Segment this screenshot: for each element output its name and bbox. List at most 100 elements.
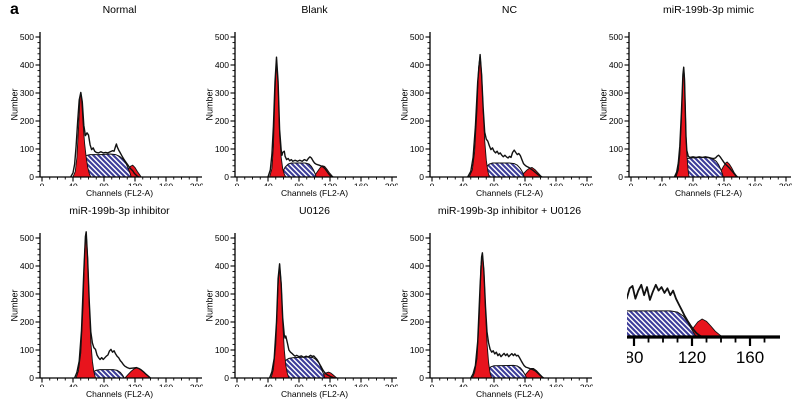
x-axis-label: Channels (FL2-A) bbox=[475, 188, 544, 198]
svg-text:500: 500 bbox=[20, 32, 34, 42]
svg-text:80: 80 bbox=[489, 383, 499, 388]
svg-text:40: 40 bbox=[68, 182, 78, 187]
panel-label: a bbox=[10, 1, 19, 18]
svg-text:400: 400 bbox=[215, 261, 229, 271]
svg-text:100: 100 bbox=[20, 144, 34, 154]
svg-text:200: 200 bbox=[190, 182, 203, 187]
svg-text:200: 200 bbox=[580, 182, 593, 187]
svg-text:0: 0 bbox=[235, 182, 240, 187]
svg-text:120: 120 bbox=[518, 182, 532, 187]
svg-text:120: 120 bbox=[128, 383, 142, 388]
plot-title: miR-199b-3p mimic bbox=[662, 4, 755, 16]
flow-histogram-normal: 0 40 80 120 160 200 0 100 200 300 400 500 bbox=[20, 32, 203, 187]
plot-title: Blank bbox=[301, 4, 328, 16]
svg-text:200: 200 bbox=[609, 116, 623, 126]
svg-text:300: 300 bbox=[20, 88, 34, 98]
y-axis-label: Number bbox=[9, 289, 20, 322]
plot-blank: Blank 0 40 80 120 160 200 0 100 200 300 400 500 Cha… bbox=[203, 0, 399, 200]
svg-text:40: 40 bbox=[68, 383, 78, 388]
plot-u0126: U0126 0 40 80 120 160 200 0 100 200 300 400 500 Cha… bbox=[203, 201, 399, 401]
flow-histogram-nc: 0 40 80 120 160 200 0 100 200 300 400 500 bbox=[410, 32, 593, 187]
plot-nc: NC 0 40 80 120 160 200 0 100 200 300 400 500 Channe… bbox=[398, 0, 594, 200]
svg-text:160: 160 bbox=[159, 182, 173, 187]
svg-text:200: 200 bbox=[190, 383, 203, 388]
svg-text:160: 160 bbox=[354, 182, 368, 187]
svg-text:120: 120 bbox=[678, 348, 706, 367]
svg-text:400: 400 bbox=[20, 60, 34, 70]
svg-text:400: 400 bbox=[609, 60, 623, 70]
svg-text:160: 160 bbox=[748, 182, 762, 187]
flow-histogram-inhibitor: 0 40 80 120 160 200 0 100 200 300 400 500 bbox=[20, 231, 203, 388]
svg-text:40: 40 bbox=[263, 182, 273, 187]
svg-text:200: 200 bbox=[385, 182, 398, 187]
svg-text:500: 500 bbox=[215, 233, 229, 243]
svg-text:0: 0 bbox=[224, 172, 229, 182]
svg-text:40: 40 bbox=[458, 182, 468, 187]
y-axis-label: Number bbox=[9, 88, 20, 121]
svg-text:80: 80 bbox=[99, 182, 109, 187]
plot-mimic: miR-199b-3p mimic 0 40 80 120 160 200 0 100 200 3… bbox=[597, 0, 793, 200]
inset-histogram-fragment: 80 120 160 bbox=[627, 283, 780, 367]
svg-text:160: 160 bbox=[159, 383, 173, 388]
svg-text:120: 120 bbox=[128, 182, 142, 187]
svg-text:300: 300 bbox=[410, 289, 424, 299]
svg-text:300: 300 bbox=[609, 88, 623, 98]
svg-text:0: 0 bbox=[224, 373, 229, 383]
svg-text:160: 160 bbox=[549, 383, 563, 388]
svg-text:40: 40 bbox=[657, 182, 667, 187]
svg-text:80: 80 bbox=[688, 182, 698, 187]
svg-text:160: 160 bbox=[354, 383, 368, 388]
svg-text:160: 160 bbox=[549, 182, 563, 187]
svg-text:0: 0 bbox=[419, 172, 424, 182]
svg-text:0: 0 bbox=[430, 182, 435, 187]
svg-text:100: 100 bbox=[410, 144, 424, 154]
svg-text:40: 40 bbox=[458, 383, 468, 388]
x-axis-label: Channels (FL2-A) bbox=[674, 188, 743, 198]
y-axis-label: Number bbox=[204, 88, 215, 121]
svg-text:0: 0 bbox=[430, 383, 435, 388]
x-axis-label: Channels (FL2-A) bbox=[475, 389, 544, 399]
flow-histogram-blank: 0 40 80 120 160 200 0 100 200 300 400 500 bbox=[215, 32, 398, 187]
svg-text:200: 200 bbox=[215, 317, 229, 327]
svg-text:300: 300 bbox=[20, 289, 34, 299]
svg-text:0: 0 bbox=[29, 373, 34, 383]
svg-text:200: 200 bbox=[20, 116, 34, 126]
svg-text:200: 200 bbox=[410, 317, 424, 327]
svg-text:200: 200 bbox=[385, 383, 398, 388]
svg-text:500: 500 bbox=[20, 233, 34, 243]
svg-text:80: 80 bbox=[99, 383, 109, 388]
svg-text:120: 120 bbox=[518, 383, 532, 388]
svg-text:160: 160 bbox=[736, 348, 764, 367]
flow-histogram-mimic: 0 40 80 120 160 200 0 100 200 300 400 500 bbox=[609, 32, 792, 187]
svg-text:300: 300 bbox=[410, 88, 424, 98]
svg-text:80: 80 bbox=[627, 348, 643, 367]
flow-histogram-inhibitor-u0126: 0 40 80 120 160 200 0 100 200 300 400 500 bbox=[410, 233, 593, 388]
plot-title: miR-199b-3p inhibitor bbox=[69, 205, 170, 217]
svg-text:200: 200 bbox=[779, 182, 792, 187]
svg-text:0: 0 bbox=[629, 182, 634, 187]
svg-text:400: 400 bbox=[410, 60, 424, 70]
svg-text:0: 0 bbox=[40, 383, 45, 388]
y-axis-label: Number bbox=[598, 88, 609, 121]
x-axis-label: Channels (FL2-A) bbox=[280, 389, 349, 399]
svg-text:200: 200 bbox=[410, 116, 424, 126]
svg-text:100: 100 bbox=[20, 345, 34, 355]
svg-text:500: 500 bbox=[410, 32, 424, 42]
svg-text:80: 80 bbox=[294, 182, 304, 187]
svg-text:120: 120 bbox=[717, 182, 731, 187]
y-axis-label: Number bbox=[204, 289, 215, 322]
svg-text:200: 200 bbox=[20, 317, 34, 327]
svg-text:0: 0 bbox=[235, 383, 240, 388]
svg-text:200: 200 bbox=[580, 383, 593, 388]
svg-text:500: 500 bbox=[609, 32, 623, 42]
x-axis-label: Channels (FL2-A) bbox=[280, 188, 349, 198]
svg-text:400: 400 bbox=[215, 60, 229, 70]
flow-histogram-u0126: 0 40 80 120 160 200 0 100 200 300 400 500 bbox=[215, 233, 398, 388]
svg-text:120: 120 bbox=[323, 182, 337, 187]
svg-text:80: 80 bbox=[294, 383, 304, 388]
x-axis-label: Channels (FL2-A) bbox=[85, 188, 154, 198]
svg-text:200: 200 bbox=[215, 116, 229, 126]
svg-text:100: 100 bbox=[609, 144, 623, 154]
plot-normal: Normal 0 40 80 120 160 200 0 100 200 300 400 500 Ch… bbox=[8, 0, 204, 200]
